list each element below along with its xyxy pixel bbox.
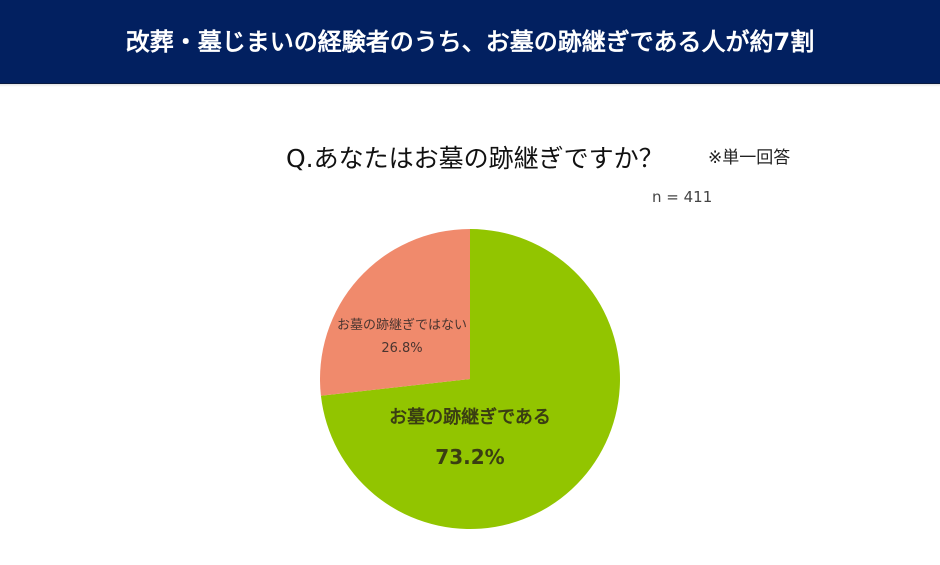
pie-chart	[320, 229, 620, 529]
chart-title: Q.あなたはお墓の跡継ぎですか？	[286, 144, 664, 173]
headline: 改葬・墓じまいの経験者のうち、お墓の跡継ぎである人が約7割	[125, 28, 815, 56]
header-divider	[0, 84, 940, 87]
slice-name: お墓の跡継ぎである	[389, 407, 551, 428]
slice-percent: 73.2%	[435, 445, 505, 469]
slice-percent: 26.8%	[381, 341, 423, 356]
slice-label-successor: お墓の跡継ぎである 73.2%	[380, 403, 560, 469]
sample-size: n = 411	[652, 188, 713, 206]
slice-successor	[320, 229, 620, 529]
slice-not-successor	[320, 229, 470, 396]
answer-type-note: ※単一回答	[708, 148, 791, 168]
slice-name: お墓の跡継ぎではない	[336, 318, 467, 333]
slice-label-not-successor: お墓の跡継ぎではない 26.8%	[328, 314, 476, 356]
header-banner: 改葬・墓じまいの経験者のうち、お墓の跡継ぎである人が約7割	[0, 0, 940, 84]
